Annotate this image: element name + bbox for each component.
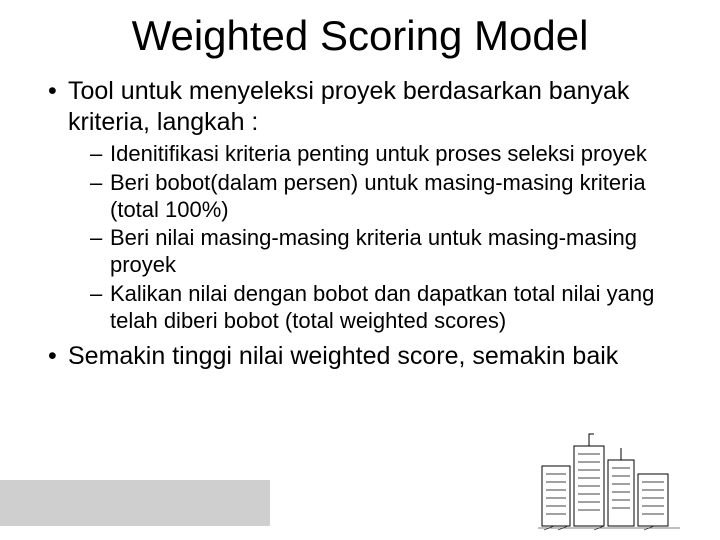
bullet-item: Semakin tinggi nilai weighted score, sem… (48, 341, 690, 372)
sub-bullet-item: Beri bobot(dalam persen) untuk masing-ma… (90, 170, 690, 224)
bullet-text: Tool untuk menyeleksi proyek berdasarkan… (68, 77, 629, 136)
sub-bullet-item: Beri nilai masing-masing kriteria untuk … (90, 225, 690, 279)
sub-bullet-text: Kalikan nilai dengan bobot dan dapatkan … (110, 281, 654, 333)
footer-bar (0, 480, 270, 526)
sub-bullet-list: Idenitifikasi kriteria penting untuk pro… (68, 141, 690, 335)
sub-bullet-item: Idenitifikasi kriteria penting untuk pro… (90, 141, 690, 168)
slide: Weighted Scoring Model Tool untuk menyel… (0, 0, 720, 540)
slide-title: Weighted Scoring Model (0, 0, 720, 70)
sub-bullet-text: Idenitifikasi kriteria penting untuk pro… (110, 141, 647, 166)
sub-bullet-text: Beri nilai masing-masing kriteria untuk … (110, 225, 637, 277)
slide-body: Tool untuk menyeleksi proyek berdasarkan… (0, 70, 720, 371)
sub-bullet-item: Kalikan nilai dengan bobot dan dapatkan … (90, 281, 690, 335)
sub-bullet-text: Beri bobot(dalam persen) untuk masing-ma… (110, 170, 646, 222)
city-illustration-icon (534, 426, 684, 534)
bullet-list: Tool untuk menyeleksi proyek berdasarkan… (30, 76, 690, 371)
bullet-item: Tool untuk menyeleksi proyek berdasarkan… (48, 76, 690, 335)
bullet-text: Semakin tinggi nilai weighted score, sem… (68, 342, 618, 370)
